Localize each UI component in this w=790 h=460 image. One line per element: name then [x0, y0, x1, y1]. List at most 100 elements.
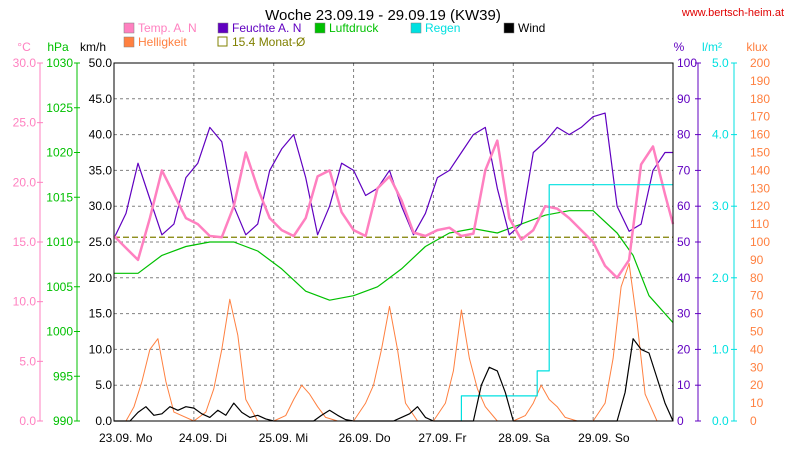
tick-label-rain: 2.0	[712, 271, 729, 285]
legend-swatch-temp	[123, 22, 135, 34]
tick-label-brightness: 40	[750, 342, 764, 356]
series-line-rain	[460, 184, 673, 421]
tick-label-wind: 35.0	[89, 163, 113, 177]
x-day-label: 27.09. Fr	[418, 431, 466, 445]
tick-label-humidity: 100	[677, 56, 697, 70]
tick-label-brightness: 160	[750, 128, 770, 142]
tick-label-temp: 0.0	[19, 414, 36, 428]
tick-label-pressure: 1010	[46, 235, 73, 249]
legend-label-monthly_avg: 15.4 Monat-Ø	[232, 35, 305, 49]
tick-label-wind: 50.0	[89, 56, 113, 70]
tick-label-brightness: 150	[750, 146, 770, 160]
tick-label-pressure: 995	[53, 369, 73, 383]
tick-label-temp: 25.0	[13, 116, 37, 130]
legend-label-rain: Regen	[425, 21, 460, 35]
x-day-label: 28.09. Sa	[498, 431, 550, 445]
tick-label-humidity: 30	[677, 307, 691, 321]
axis-unit-labels: °C hPa km/h% l/m² klux	[17, 40, 767, 54]
tick-label-brightness: 110	[750, 217, 769, 231]
tick-label-brightness: 200	[750, 56, 770, 70]
tick-label-temp: 15.0	[13, 235, 37, 249]
x-day-label: 29.09. So	[578, 431, 630, 445]
source-url: www.bertsch-heim.at	[681, 7, 784, 19]
legend-label-pressure: Luftdruck	[329, 21, 379, 35]
x-axis-labels: 23.09. Mo 24.09. Di 25.09. Mi 26.09. Do 27.0…	[99, 431, 630, 445]
series-line-wind	[114, 338, 674, 422]
tick-label-humidity: 80	[677, 128, 691, 142]
tick-label-temp: 30.0	[13, 56, 37, 70]
tick-label-wind: 25.0	[89, 235, 113, 249]
tick-label-wind: 15.0	[89, 307, 113, 321]
tick-label-pressure: 1025	[46, 101, 73, 115]
tick-label-humidity: 50	[677, 235, 691, 249]
tick-label-brightness: 120	[750, 199, 770, 213]
tick-label-humidity: 90	[677, 92, 691, 106]
tick-label-brightness: 60	[750, 307, 764, 321]
tick-label-brightness: 30	[750, 360, 764, 374]
legend-label-wind: Wind	[518, 21, 545, 35]
tick-label-humidity: 0	[677, 414, 684, 428]
legend-label-temp: Temp. A. N	[138, 21, 197, 35]
tick-label-pressure: 1000	[46, 325, 73, 339]
tick-label-pressure: 990	[53, 414, 73, 428]
legend-label-brightness: Helligkeit	[138, 35, 187, 49]
tick-label-brightness: 170	[750, 110, 770, 124]
axis-unit-pressure: hPa	[47, 40, 69, 54]
tick-label-pressure: 1015	[46, 190, 73, 204]
tick-label-wind: 10.0	[89, 342, 113, 356]
tick-label-rain: 1.0	[712, 342, 729, 356]
legend-swatch-brightness	[123, 36, 135, 48]
tick-label-wind: 5.0	[95, 378, 112, 392]
tick-label-brightness: 80	[750, 271, 764, 285]
tick-label-brightness: 100	[750, 235, 770, 249]
tick-label-wind: 30.0	[89, 199, 113, 213]
tick-label-brightness: 0	[750, 414, 757, 428]
series-line-humidity	[113, 112, 673, 239]
tick-label-pressure: 1005	[46, 280, 73, 294]
tick-label-rain: 0.0	[712, 414, 729, 428]
tick-label-brightness: 90	[750, 253, 764, 267]
legend-swatch-pressure	[314, 22, 326, 34]
tick-label-wind: 20.0	[89, 271, 113, 285]
tick-label-brightness: 70	[750, 289, 764, 303]
grid	[114, 63, 673, 421]
legend: Temp. A. N Feuchte A. N Luftdruck Regen Wind…	[123, 21, 545, 49]
tick-label-brightness: 10	[750, 396, 764, 410]
x-day-label: 23.09. Mo	[99, 431, 153, 445]
plot-frame	[37, 62, 737, 422]
tick-label-wind: 0.0	[95, 414, 112, 428]
series-layer	[113, 112, 675, 422]
legend-swatch-monthly_avg	[217, 36, 228, 47]
series-line-pressure	[114, 210, 674, 323]
tick-label-rain: 4.0	[712, 128, 729, 142]
tick-label-brightness: 190	[750, 74, 770, 88]
axis-unit-brightness: klux	[746, 40, 767, 54]
legend-swatch-wind	[503, 22, 515, 34]
tick-label-temp: 10.0	[13, 295, 37, 309]
tick-label-rain: 5.0	[712, 56, 729, 70]
legend-swatch-rain	[410, 22, 422, 34]
tick-label-pressure: 1020	[46, 146, 73, 160]
tick-label-temp: 5.0	[19, 354, 36, 368]
tick-label-humidity: 40	[677, 271, 691, 285]
tick-label-brightness: 180	[750, 92, 770, 106]
tick-label-humidity: 20	[677, 342, 691, 356]
tick-label-wind: 45.0	[89, 92, 113, 106]
tick-label-brightness: 20	[750, 378, 764, 392]
tick-label-wind: 40.0	[89, 128, 113, 142]
x-day-label: 24.09. Di	[179, 431, 227, 445]
tick-labels: 0.05.010.015.020.025.030.099099510001005…	[13, 56, 771, 428]
tick-label-humidity: 60	[677, 199, 691, 213]
tick-label-temp: 20.0	[13, 175, 37, 189]
series-line-temp	[113, 139, 675, 280]
axis-unit-wind: km/h	[80, 40, 106, 54]
series-line-brightness	[114, 263, 673, 422]
legend-swatch-humidity	[217, 22, 229, 34]
tick-label-brightness: 130	[750, 181, 770, 195]
axis-unit-temp: °C	[17, 40, 31, 54]
tick-label-humidity: 70	[677, 163, 691, 177]
axis-unit-humidity: %	[674, 40, 685, 54]
tick-label-brightness: 140	[750, 163, 770, 177]
tick-label-pressure: 1030	[46, 56, 73, 70]
